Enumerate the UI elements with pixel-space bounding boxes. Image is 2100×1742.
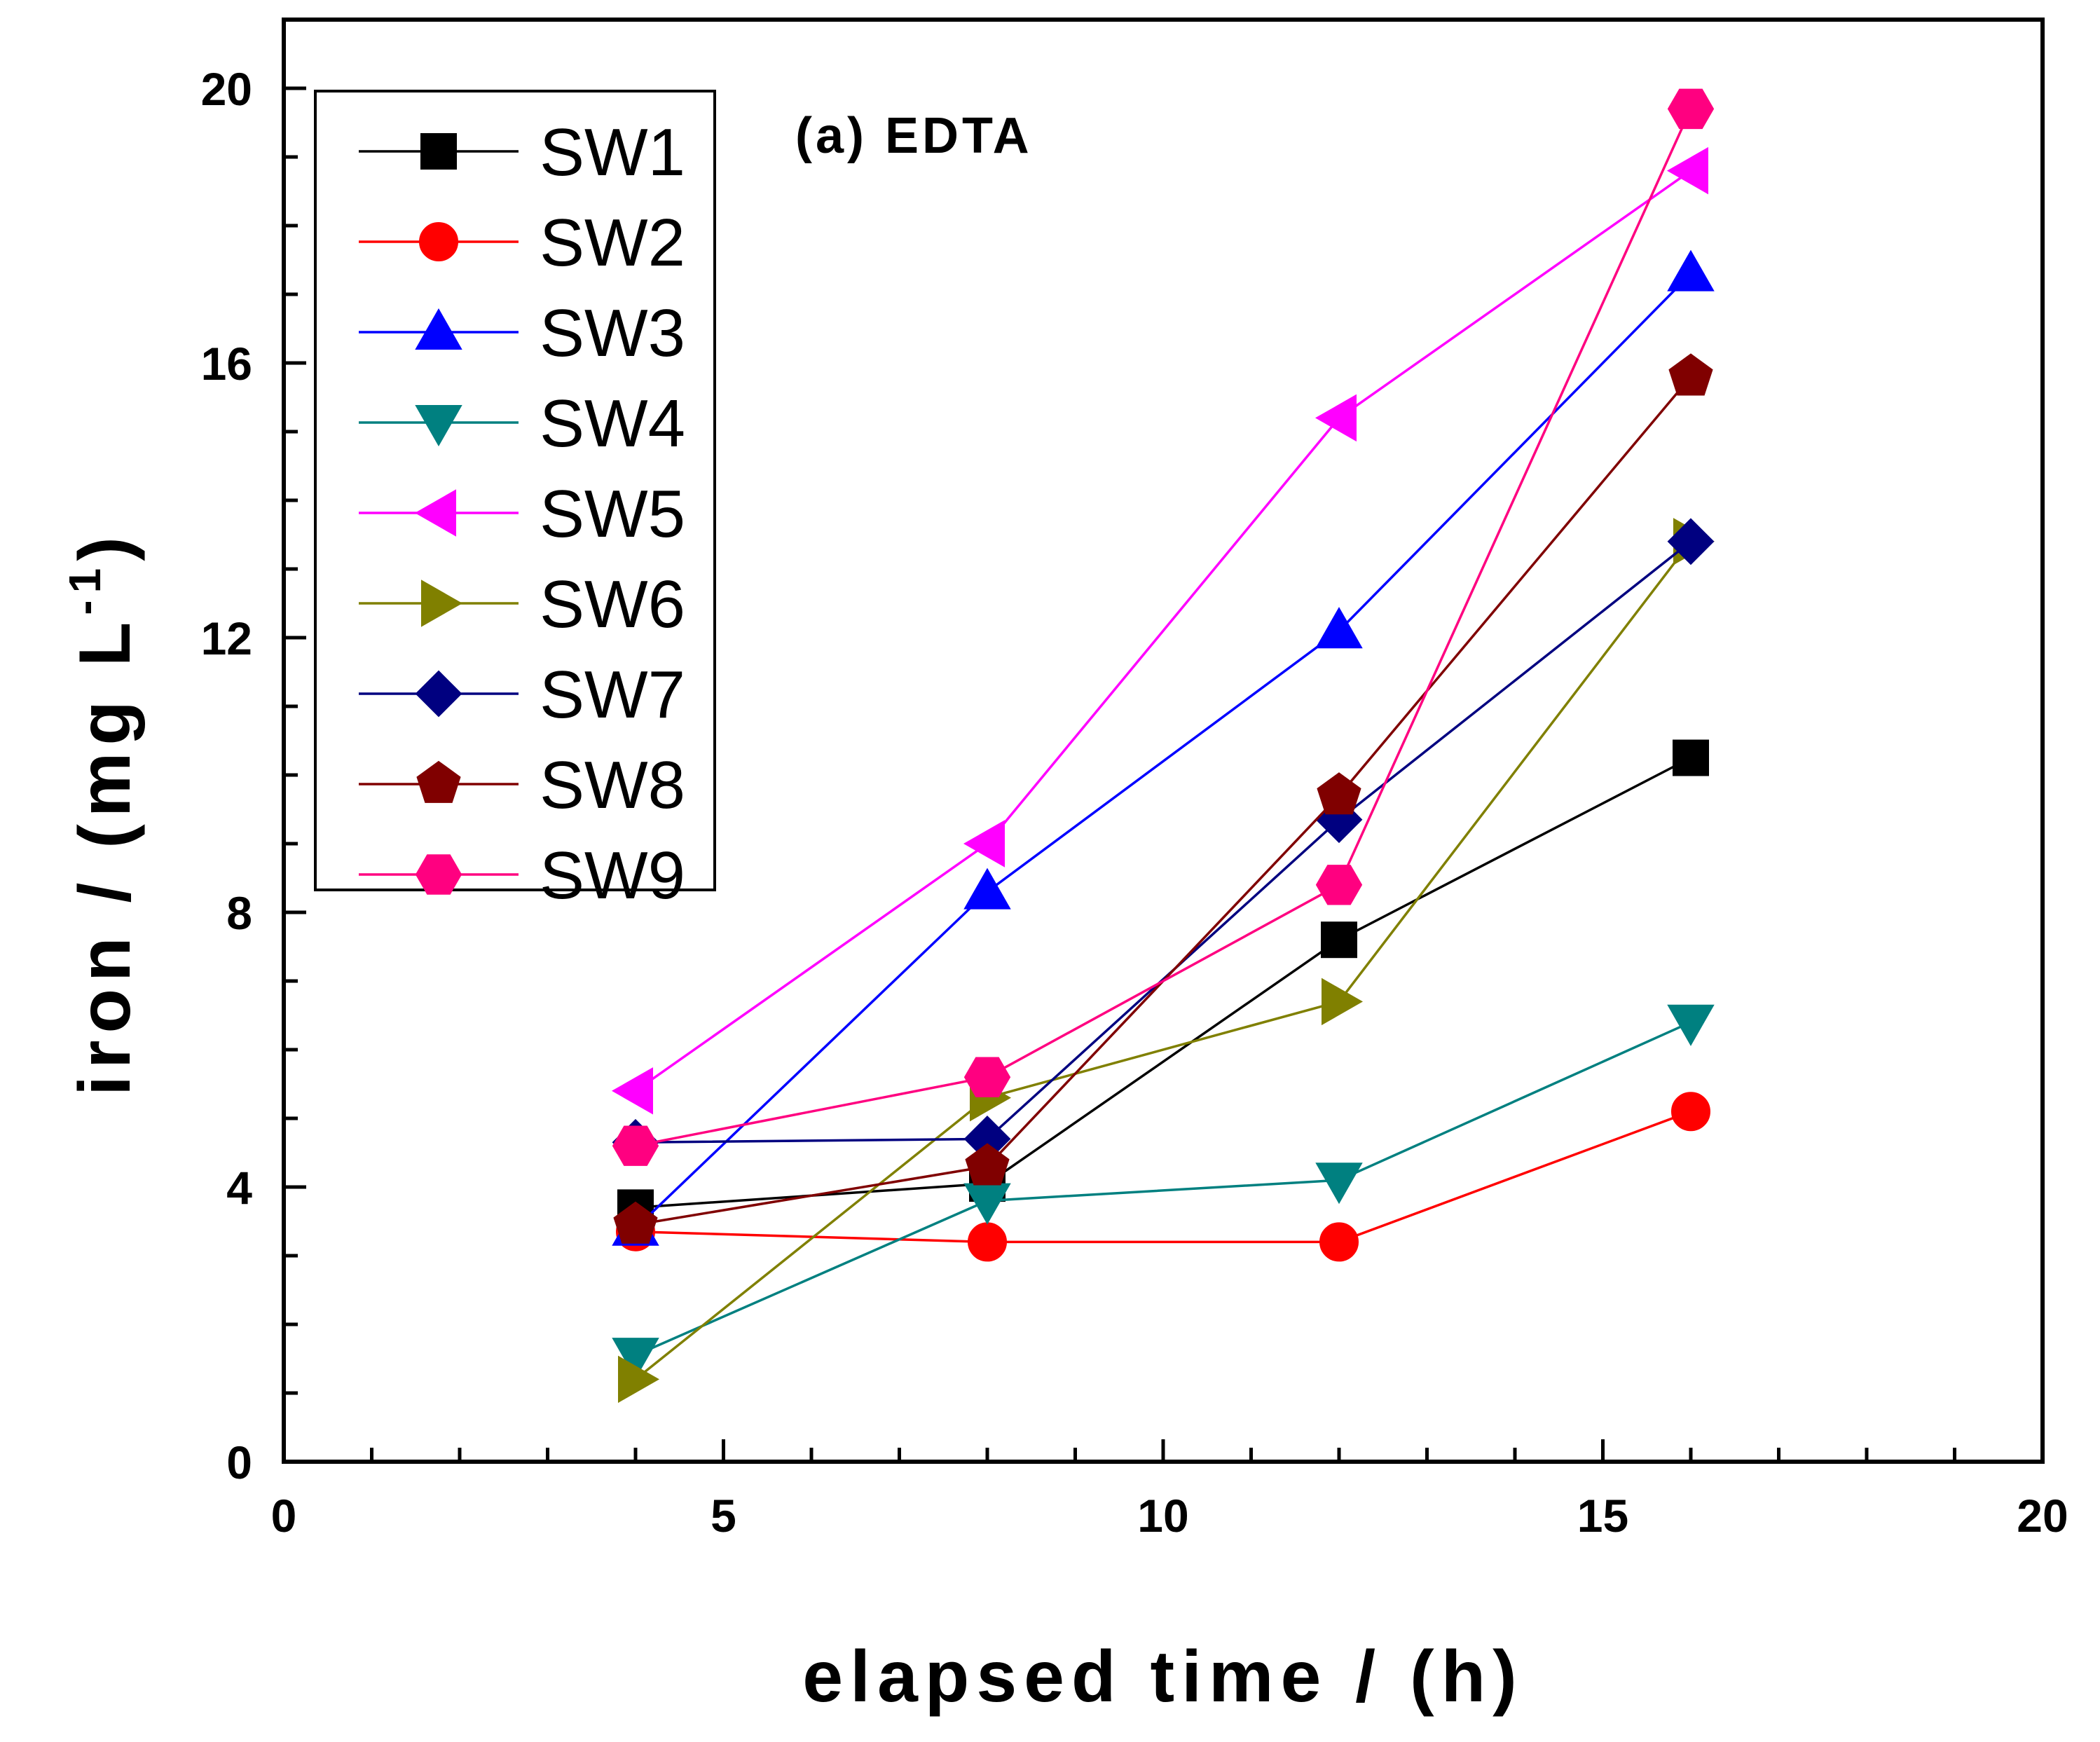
- series-line-sw2: [635, 1110, 1691, 1244]
- data-point-sw4: [1315, 1163, 1363, 1205]
- series-line-sw4: [635, 1021, 1691, 1357]
- legend-item: SW6: [359, 567, 685, 642]
- y-axis-ticks: 0 4 8 12 16 20: [201, 18, 306, 1488]
- data-point-sw6: [1322, 978, 1364, 1026]
- legend-marker-sw2: [419, 222, 458, 261]
- legend-item: SW3: [359, 296, 685, 371]
- legend-marker-sw4: [415, 405, 462, 447]
- data-point-sw8: [1317, 772, 1361, 815]
- data-point-sw9: [612, 1125, 659, 1166]
- x-tick-label: 20: [2017, 1490, 2068, 1542]
- legend-item: SW5: [359, 476, 685, 551]
- data-point-sw7: [1667, 518, 1715, 565]
- y-axis-label-group: iron / (mg L-1): [60, 530, 146, 1096]
- y-axis-label-superscript: -1: [60, 561, 110, 615]
- series-sw5: [611, 146, 1708, 1115]
- legend-marker-sw6: [421, 579, 463, 627]
- legend-item: SW9: [359, 838, 685, 913]
- legend-label: SW8: [540, 748, 685, 823]
- data-point-sw1: [1321, 921, 1357, 959]
- legend-label: SW6: [540, 567, 685, 642]
- x-tick-label: 0: [271, 1490, 297, 1542]
- legend-box: [314, 90, 716, 891]
- data-point-sw4: [963, 1183, 1011, 1225]
- data-point-sw5: [1666, 146, 1708, 195]
- y-tick-label: 20: [201, 63, 252, 115]
- x-tick-label: 5: [711, 1490, 736, 1542]
- legend-items: SW1 SW2 SW3 SW4 SW5 SW6 SW7 SW8 SW9: [359, 115, 685, 913]
- y-axis-label-close: ): [64, 530, 146, 561]
- legend-label: SW2: [540, 205, 685, 280]
- legend-label: SW1: [540, 115, 685, 190]
- series-sw7: [612, 518, 1715, 1166]
- series-line-sw8: [635, 376, 1692, 1226]
- data-point-sw9: [1667, 88, 1715, 130]
- legend-item: SW7: [359, 657, 685, 732]
- legend-label: SW4: [540, 386, 685, 461]
- legend-label: SW3: [540, 296, 685, 371]
- series-sw9: [612, 88, 1715, 1166]
- legend-label: SW7: [540, 657, 685, 732]
- x-tick-label: 10: [1137, 1490, 1188, 1542]
- data-point-sw6: [618, 1355, 660, 1404]
- data-point-sw8: [613, 1201, 658, 1244]
- y-tick-label: 4: [226, 1162, 252, 1214]
- x-axis-ticks: 0 5 10 15 20: [271, 1439, 2068, 1542]
- legend-item: SW4: [359, 386, 685, 461]
- legend: SW1 SW2 SW3 SW4 SW5 SW6 SW7 SW8 SW9: [314, 90, 716, 913]
- chart-annotation: (a) EDTA: [795, 108, 1033, 164]
- legend-label: SW9: [540, 838, 685, 913]
- data-point-sw3: [1315, 607, 1363, 649]
- data-point-sw5: [963, 820, 1005, 867]
- data-point-sw3: [1667, 249, 1715, 292]
- series-layer: [611, 88, 1715, 1404]
- data-point-sw9: [963, 1057, 1011, 1097]
- data-point-sw8: [1668, 353, 1713, 396]
- data-point-sw2: [1319, 1222, 1359, 1262]
- y-axis-label: iron / (mg L-1): [60, 530, 146, 1096]
- data-point-sw2: [1671, 1092, 1710, 1132]
- series-sw3: [612, 249, 1715, 1246]
- legend-marker-sw3: [415, 308, 462, 350]
- data-point-sw5: [1315, 394, 1357, 442]
- y-tick-label: 0: [226, 1436, 252, 1488]
- series-line-sw9: [635, 108, 1692, 1147]
- series-line-sw3: [634, 273, 1692, 1230]
- x-tick-label: 15: [1577, 1490, 1628, 1542]
- y-tick-label: 12: [201, 612, 252, 664]
- data-point-sw9: [1315, 865, 1363, 905]
- data-point-sw5: [611, 1067, 653, 1115]
- data-point-sw4: [1667, 1004, 1715, 1046]
- data-point-sw1: [1673, 739, 1709, 776]
- series-line-sw6: [634, 540, 1692, 1380]
- legend-marker-sw9: [415, 854, 462, 895]
- legend-marker-sw7: [415, 670, 462, 718]
- legend-marker-sw5: [414, 489, 456, 537]
- data-point-sw3: [963, 867, 1011, 910]
- series-line-sw5: [634, 170, 1692, 1092]
- y-tick-label: 16: [201, 338, 252, 390]
- legend-label: SW5: [540, 476, 685, 551]
- x-axis-label: elapsed time / (h): [802, 1636, 1524, 1717]
- series-sw8: [613, 353, 1713, 1244]
- legend-item: SW1: [359, 115, 685, 190]
- legend-item: SW2: [359, 205, 685, 280]
- series-sw6: [618, 518, 1715, 1404]
- y-axis-label-main: iron / (mg L: [64, 615, 146, 1096]
- legend-item: SW8: [359, 748, 685, 823]
- legend-marker-sw1: [420, 133, 457, 170]
- data-point-sw2: [968, 1222, 1007, 1262]
- data-point-sw8: [965, 1143, 1010, 1186]
- legend-marker-sw8: [416, 760, 461, 803]
- data-point-sw4: [612, 1338, 659, 1380]
- y-tick-label: 8: [226, 887, 252, 939]
